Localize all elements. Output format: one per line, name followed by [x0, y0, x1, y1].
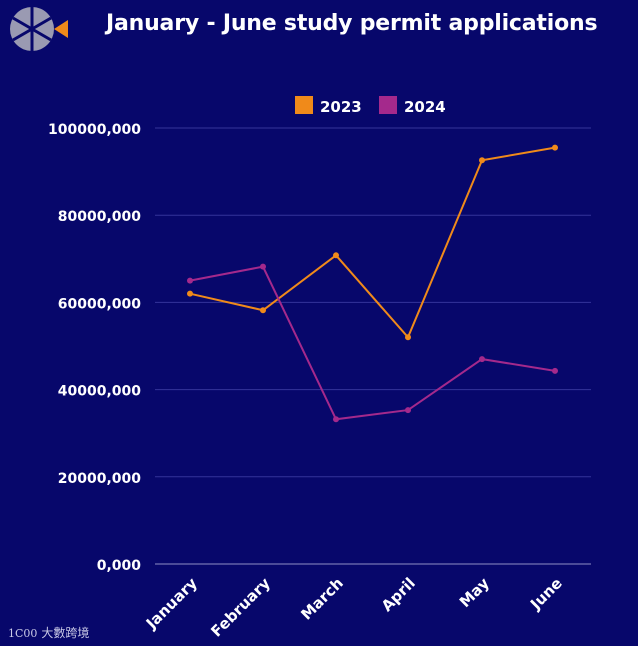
x-tick-label: June	[526, 574, 566, 614]
chart-title: January - June study permit applications	[106, 11, 598, 36]
data-point-2023	[187, 290, 193, 297]
watermark: 1C00 大數跨境	[8, 624, 89, 641]
legend-swatch-2023	[295, 96, 313, 114]
data-point-2023	[552, 144, 558, 151]
data-point-2024	[552, 367, 558, 374]
data-point-2024	[260, 263, 266, 270]
legend-label-2024: 2024	[404, 98, 446, 116]
y-tick-label: 40000,000	[58, 384, 142, 400]
data-point-2024	[479, 356, 485, 363]
y-tick-label: 0,000	[97, 558, 142, 574]
legend-swatch-2024	[379, 96, 397, 114]
data-point-2023	[479, 157, 485, 164]
y-tick-label: 100000,000	[48, 122, 141, 138]
data-point-2023	[333, 252, 339, 259]
data-point-2023	[405, 334, 411, 341]
brand-logo-icon	[10, 7, 68, 51]
y-tick-label: 60000,000	[58, 296, 142, 312]
watermark-logo: 1C00	[8, 627, 38, 640]
y-tick-label: 20000,000	[58, 471, 142, 487]
x-tick-label: March	[297, 574, 347, 624]
x-tick-label: May	[456, 574, 493, 611]
data-point-2023	[260, 307, 266, 314]
x-tick-label: February	[207, 574, 274, 641]
data-point-2024	[405, 407, 411, 414]
series-line-2024	[189, 265, 556, 421]
watermark-text: 大數跨境	[41, 626, 90, 640]
legend-label-2023: 2023	[320, 98, 362, 116]
y-tick-label: 80000,000	[58, 209, 142, 225]
data-point-2024	[333, 416, 339, 423]
x-tick-label: April	[378, 574, 419, 615]
series-line-2023	[189, 146, 556, 340]
data-point-2024	[187, 277, 193, 284]
x-tick-label: January	[142, 574, 201, 633]
